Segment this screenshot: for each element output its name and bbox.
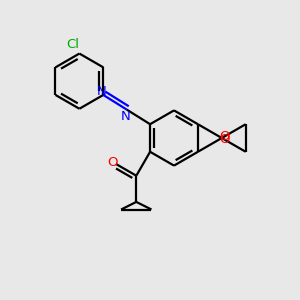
Text: N: N [97,85,107,98]
Text: Cl: Cl [66,38,79,51]
Text: O: O [107,156,118,169]
Text: O: O [219,130,230,143]
Text: N: N [120,110,130,123]
Text: O: O [219,133,230,146]
